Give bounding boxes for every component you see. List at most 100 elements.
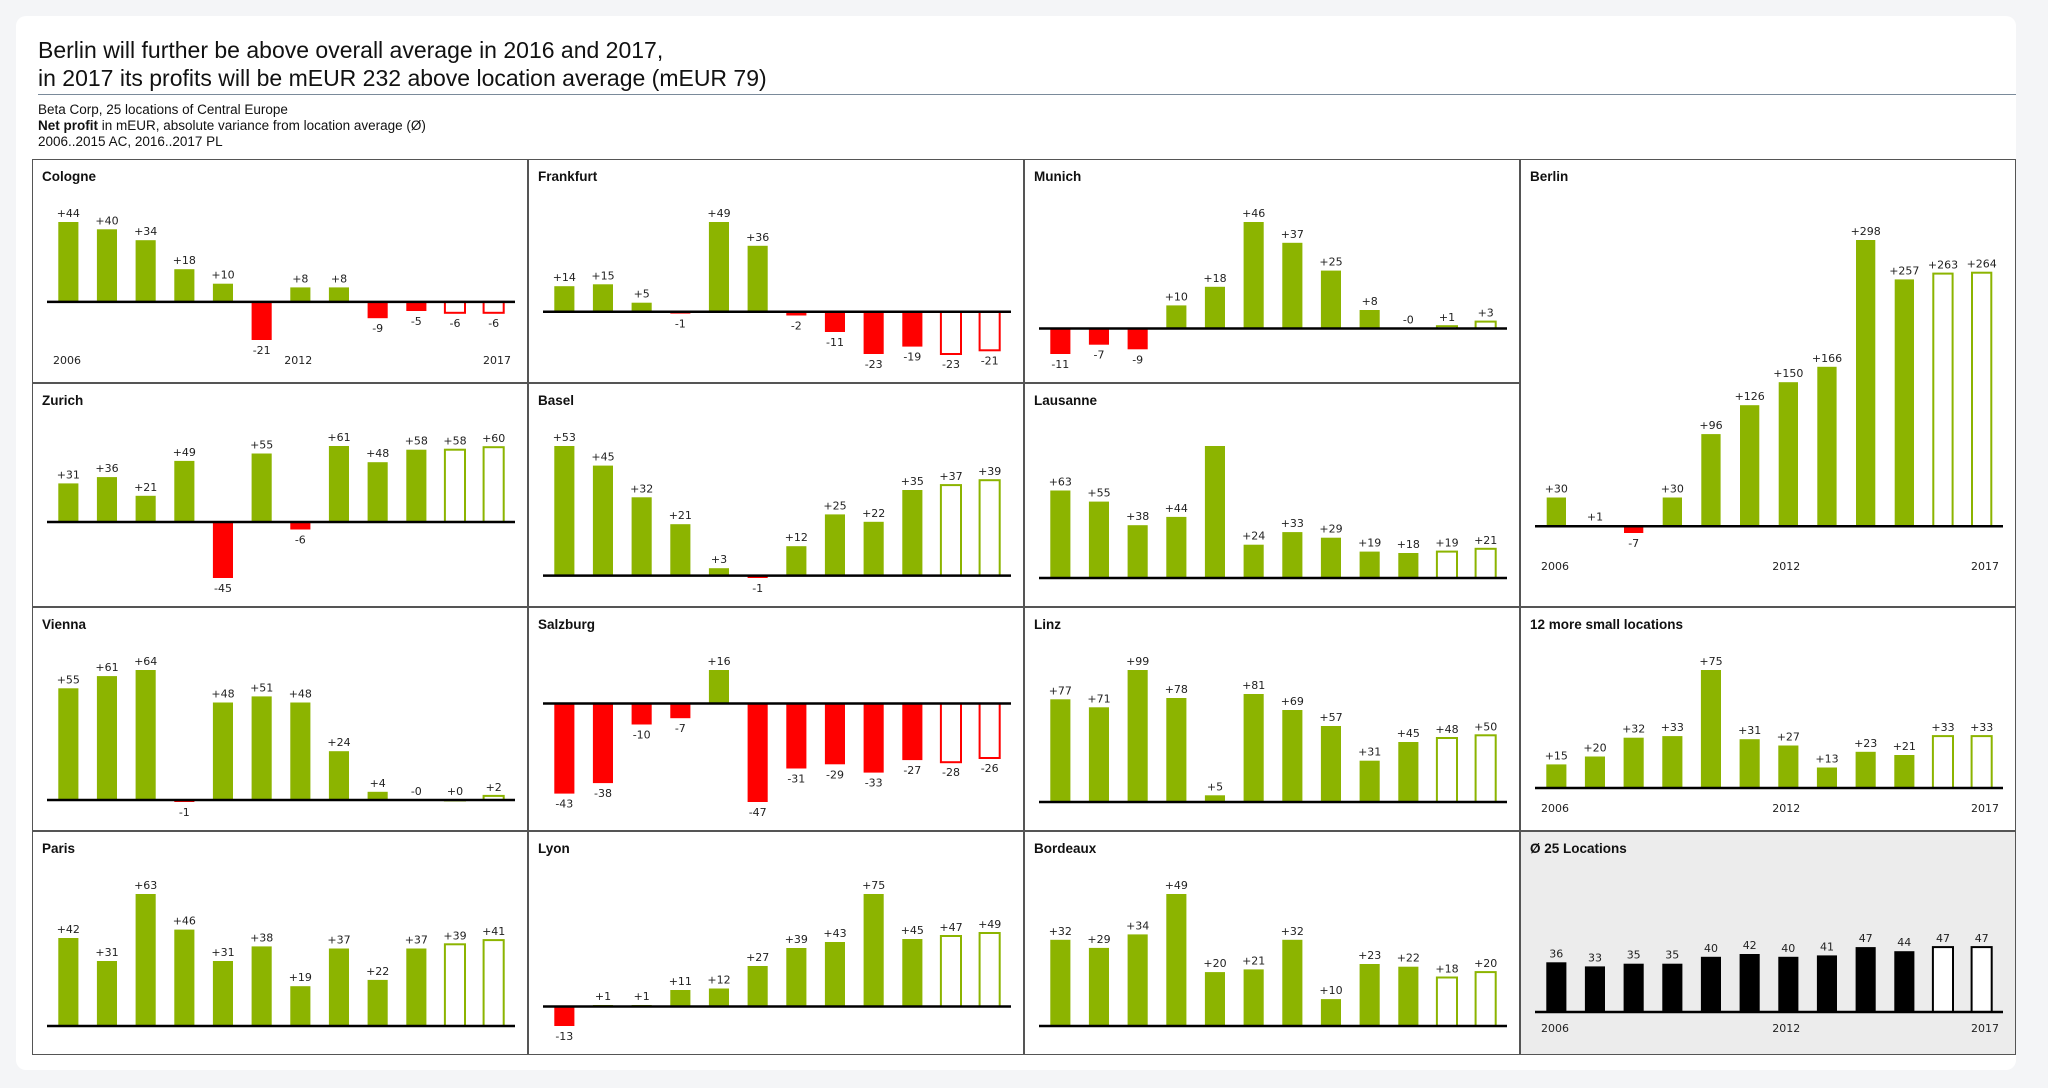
data-label-2017: +264 — [1967, 258, 1997, 271]
bar-2015 — [406, 301, 427, 311]
data-label-2008: +34 — [1126, 919, 1149, 932]
bar-2015 — [1894, 951, 1915, 1012]
bar-2006 — [58, 483, 79, 522]
data-label-2006: -13 — [555, 1030, 573, 1043]
bar-2011 — [747, 245, 768, 312]
data-label-2015: +45 — [1397, 727, 1420, 740]
bar-2011 — [251, 301, 272, 340]
data-label-2011: +38 — [250, 931, 273, 944]
bar-2009 — [1662, 963, 1683, 1012]
bar-2016 — [939, 310, 962, 356]
year-tick-label: 2006 — [1541, 802, 1569, 815]
data-label-2012: -6 — [295, 533, 306, 546]
bar-2006 — [58, 688, 79, 800]
bar-2016 — [939, 935, 962, 1008]
data-label-2008: +1 — [634, 990, 650, 1003]
bar-2007 — [1088, 501, 1109, 578]
bar-2016 — [939, 484, 962, 577]
panel-title: Zurich — [42, 393, 84, 408]
data-label-2013: +43 — [823, 927, 846, 940]
data-label-2011: 42 — [1743, 939, 1757, 952]
bar-2012 — [1282, 242, 1303, 329]
data-label-2010: +10 — [211, 269, 234, 282]
data-label-2013: +29 — [1319, 523, 1342, 536]
data-label-2014: +19 — [1358, 537, 1381, 550]
data-label-2013: +166 — [1812, 352, 1842, 365]
data-label-2014: 47 — [1859, 932, 1873, 945]
bar-2006 — [1050, 939, 1071, 1026]
data-label-2007: +55 — [1087, 487, 1110, 500]
bar-2009 — [174, 269, 195, 302]
data-label-2015: +257 — [1889, 264, 1919, 277]
data-label-2015: -19 — [903, 351, 921, 364]
bar-2010 — [1204, 795, 1225, 802]
bar-2009 — [1166, 516, 1187, 578]
year-tick-label: 2017 — [483, 354, 511, 367]
data-label-2007: +1 — [595, 990, 611, 1003]
bar-2007 — [96, 477, 117, 522]
bar-2006 — [1546, 497, 1566, 527]
bar-2008 — [631, 497, 652, 576]
bar-2011 — [747, 703, 768, 802]
bar-2009 — [670, 990, 691, 1007]
data-label-2007: +61 — [95, 661, 118, 674]
bar-2016 — [1435, 550, 1458, 580]
data-label-2006: -11 — [1051, 358, 1069, 371]
bar-2010 — [1204, 286, 1225, 329]
data-label-2007: +20 — [1583, 742, 1606, 755]
bar-2012 — [1778, 382, 1798, 527]
bar-2014 — [863, 894, 884, 1007]
year-tick-label: 2006 — [1541, 1022, 1569, 1035]
panel-chart: +53 +45 +32 +21 +3 -1 +12 +25 +22 +35 +37 +39 — [543, 431, 1011, 595]
bar-2011 — [251, 696, 272, 800]
data-label-2012: +37 — [1281, 228, 1304, 241]
bar-2009 — [174, 460, 195, 522]
data-label-2008: 35 — [1627, 949, 1641, 962]
data-label-2017: +21 — [1474, 534, 1497, 547]
data-label-2010: +20 — [1203, 957, 1226, 970]
data-label-2007: +15 — [591, 269, 614, 282]
bar-2017 — [978, 310, 1001, 352]
data-label-2016: -23 — [942, 358, 960, 371]
data-label-2009: -7 — [675, 722, 686, 735]
bar-2007 — [1584, 966, 1605, 1012]
data-label-2016: +33 — [1931, 721, 1954, 734]
data-label-2009: +18 — [173, 254, 196, 267]
bar-2013 — [1320, 537, 1341, 578]
data-label-2017: +50 — [1474, 720, 1497, 733]
bar-2013 — [824, 942, 845, 1007]
bar-2007 — [592, 284, 613, 312]
data-label-2013: +10 — [1319, 984, 1342, 997]
bar-2015 — [902, 311, 923, 347]
data-label-2006: +55 — [57, 673, 80, 686]
bar-2008 — [135, 670, 156, 800]
data-label-2016: +263 — [1928, 259, 1958, 272]
bar-2015 — [902, 490, 923, 576]
bar-2008 — [631, 703, 652, 725]
bar-2006 — [554, 703, 575, 794]
bar-2006 — [554, 1006, 575, 1026]
panel-salzburg: Salzburg -43 -38 -10 -7 +16 -47 -31 -29 -33 -27 -28… — [528, 607, 1024, 831]
data-label-2012: +39 — [785, 933, 808, 946]
bar-2016 — [1435, 976, 1458, 1027]
bar-2010 — [212, 522, 233, 578]
data-label-2014: +31 — [1358, 746, 1381, 759]
bar-2012 — [1778, 745, 1799, 788]
data-label-2008: +32 — [630, 482, 653, 495]
data-label-2011: +36 — [746, 231, 769, 244]
bar-2007 — [96, 961, 117, 1026]
data-label-2010: +5 — [1207, 780, 1223, 793]
data-label-2006: +53 — [553, 431, 576, 444]
data-label-2011: +51 — [250, 681, 273, 694]
data-label-2006: +14 — [553, 271, 576, 284]
data-label-2006: +77 — [1049, 684, 1072, 697]
bar-2016 — [1435, 737, 1458, 803]
bar-2009 — [670, 524, 691, 576]
bar-2011 — [1740, 405, 1760, 527]
title-line-1: Berlin will further be above overall ave… — [38, 37, 664, 63]
bar-2013 — [328, 287, 349, 302]
data-label-2007: +45 — [591, 451, 614, 464]
panel-title: Bordeaux — [1034, 841, 1097, 856]
bar-2011 — [1243, 694, 1264, 802]
data-label-2008: +32 — [1622, 723, 1645, 736]
